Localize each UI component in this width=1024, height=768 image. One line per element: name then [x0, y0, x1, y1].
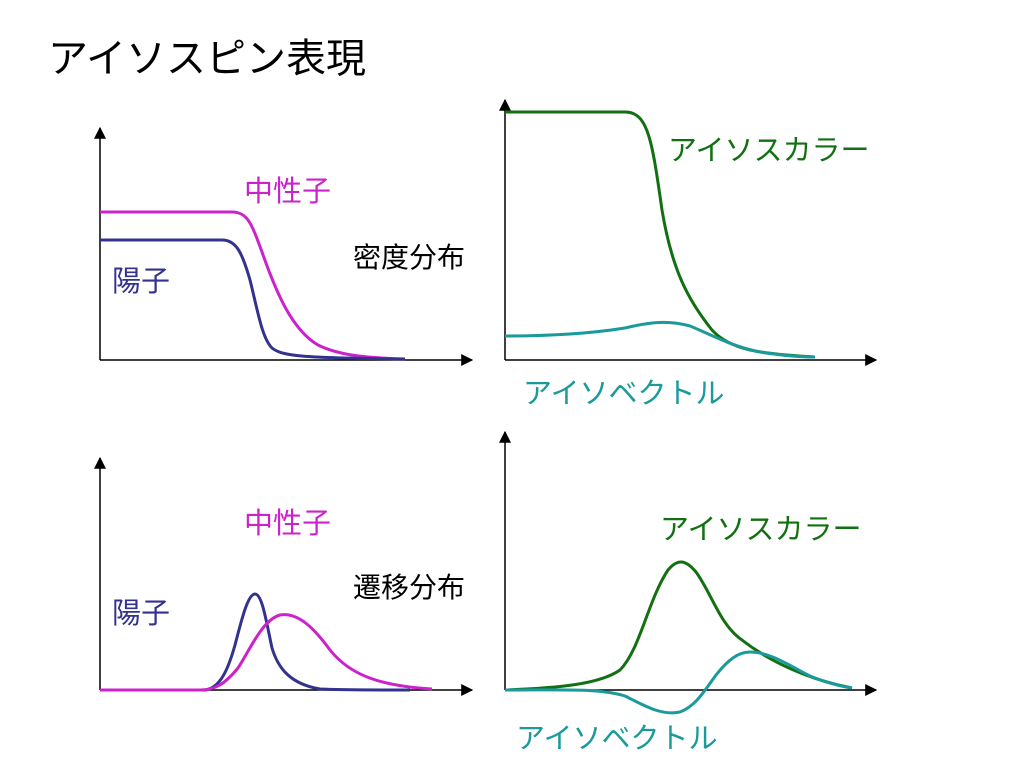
isovector-label-density: アイソベクトル — [523, 376, 725, 410]
isovector-density-curve — [504, 320, 816, 359]
density-distribution-label: 密度分布 — [353, 241, 466, 274]
neutron-label-density: 中性子 — [244, 174, 332, 208]
neutron-transition-curve — [100, 613, 433, 692]
proton-label-density: 陽子 — [112, 264, 171, 298]
density-nucleon-plot — [94, 126, 474, 366]
neutron-label-transition: 中性子 — [244, 506, 332, 540]
page-title: アイソスピン表現 — [48, 36, 366, 82]
transition-isospin-plot — [499, 430, 878, 715]
isovector-label-transition: アイソベクトル — [516, 721, 718, 755]
isoscalar-label-density: アイソスカラー — [668, 133, 870, 167]
transition-distribution-label: 遷移分布 — [353, 571, 466, 604]
transition-nucleon-plot — [94, 456, 474, 696]
proton-label-transition: 陽子 — [112, 596, 171, 630]
neutron-density-curve — [100, 210, 406, 361]
density-isospin-plot — [499, 98, 878, 366]
isovector-transition-curve — [504, 650, 853, 715]
isoscalar-label-transition: アイソスカラー — [660, 512, 862, 546]
proton-transition-curve — [100, 592, 411, 692]
proton-density-curve — [100, 238, 406, 361]
